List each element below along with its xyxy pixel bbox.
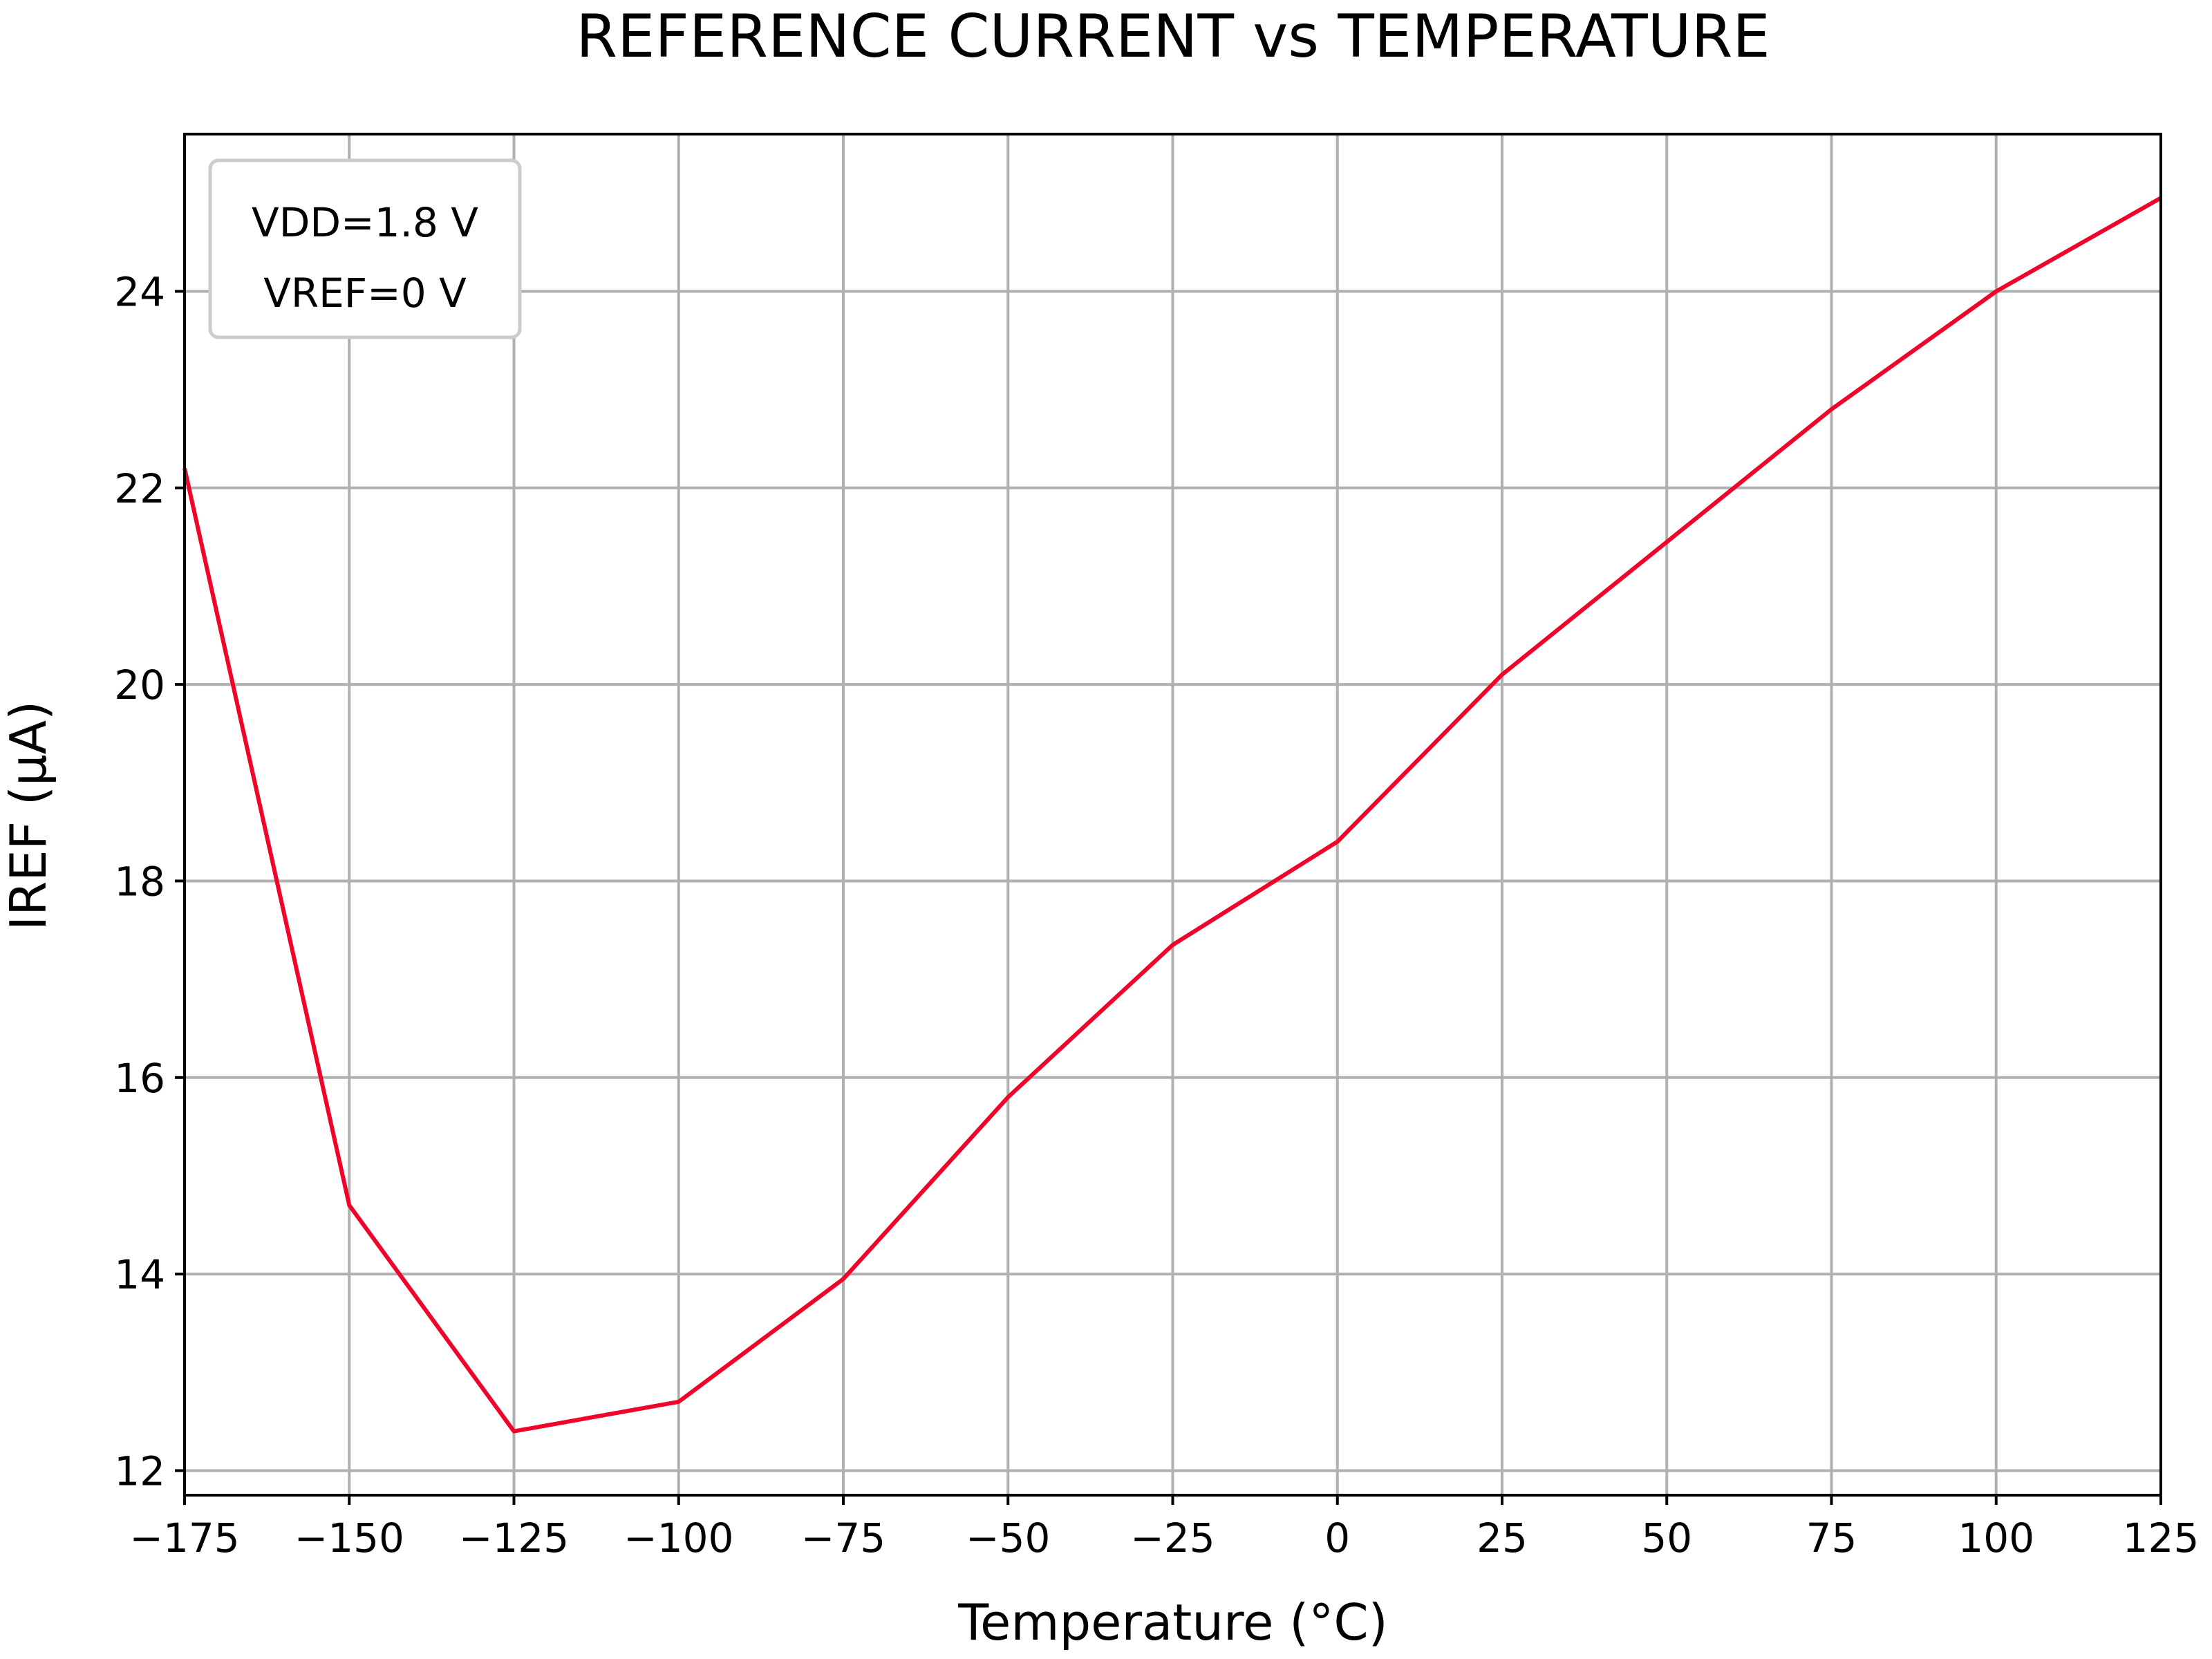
x-tick-label: 75 <box>1806 1515 1857 1562</box>
y-tick-label: 12 <box>114 1447 165 1494</box>
x-tick-label: 0 <box>1324 1515 1350 1562</box>
y-axis-label: IREF (µA) <box>0 701 57 930</box>
y-tick-label: 14 <box>114 1251 165 1298</box>
legend: VDD=1.8 V VREF=0 V <box>208 158 522 339</box>
x-tick-label: 100 <box>1958 1515 2034 1562</box>
grid <box>183 134 2162 1495</box>
series-layer <box>182 196 2162 1434</box>
y-tick-label: 24 <box>114 268 165 315</box>
x-tick-label: 125 <box>2123 1515 2200 1562</box>
legend-vdd-text: VDD=1.8 V <box>252 199 478 246</box>
ticks: −175 −150 −125 −100 −75 −50 −25 0 25 50 75 100 125 12… <box>114 268 2199 1562</box>
x-axis-label: Temperature (°C) <box>957 1593 1387 1651</box>
x-tick-label: −125 <box>459 1515 569 1562</box>
x-tick-label: 25 <box>1477 1515 1528 1562</box>
x-tick-label: −25 <box>1130 1515 1215 1562</box>
legend-box <box>208 158 522 339</box>
y-tick-label: 20 <box>114 662 165 709</box>
x-tick-label: −75 <box>801 1515 885 1562</box>
y-tick-label: 16 <box>114 1055 165 1102</box>
x-tick-label: −150 <box>294 1515 404 1562</box>
y-tick-label: 22 <box>114 465 165 512</box>
chart-title: REFERENCE CURRENT vs TEMPERATURE <box>576 2 1770 71</box>
x-tick-label: 50 <box>1641 1515 1692 1562</box>
x-tick-label: −50 <box>966 1515 1050 1562</box>
x-tick-label: −100 <box>624 1515 733 1562</box>
iref-series-line <box>182 196 2162 1434</box>
x-tick-label: −175 <box>129 1515 239 1562</box>
y-tick-label: 18 <box>114 858 165 905</box>
legend-vref-text: VREF=0 V <box>263 270 467 317</box>
